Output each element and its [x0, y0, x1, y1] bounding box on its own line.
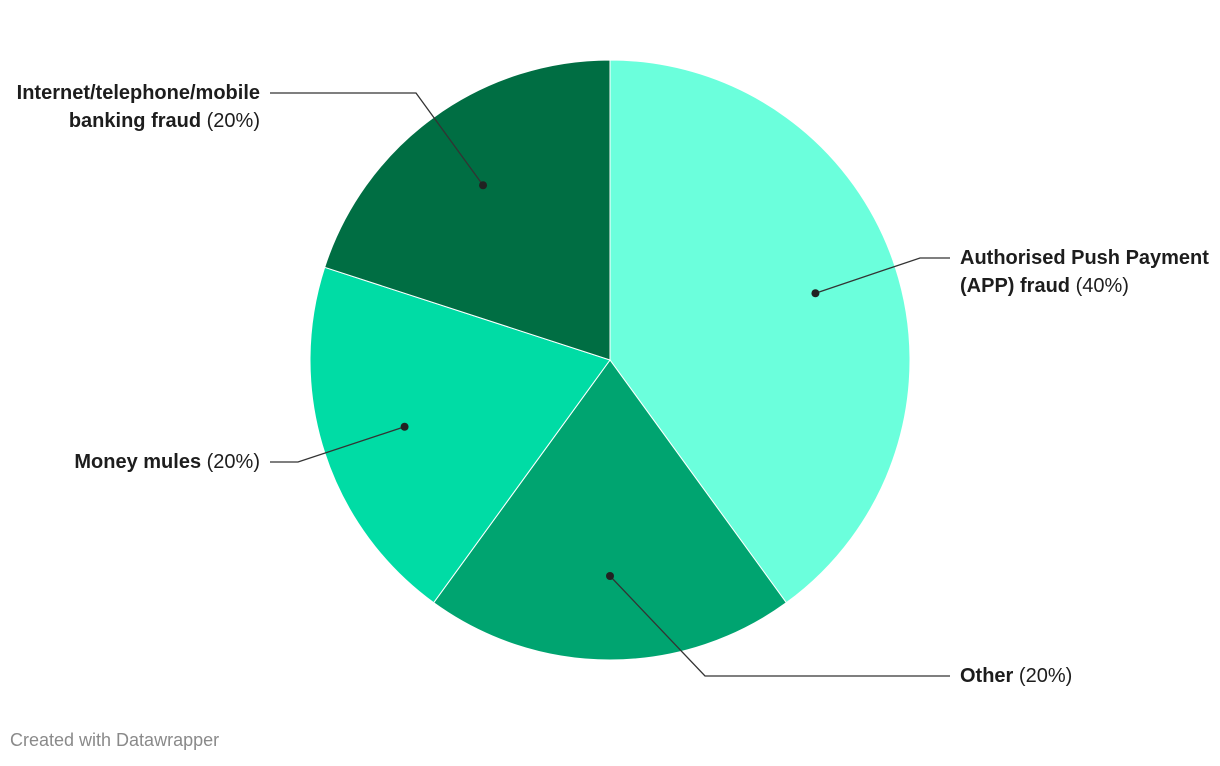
value-label: (20%) — [206, 451, 260, 473]
category-label: Other — [960, 665, 1014, 687]
category-label: Authorised Push Payment (APP) fraud — [960, 247, 1209, 297]
leader-dot — [400, 422, 409, 431]
leader-line — [609, 575, 950, 677]
leader-dot — [606, 572, 614, 580]
slice-label: Money mules (20%) — [10, 448, 260, 476]
category-label: Internet/telephone/mobile banking fraud — [16, 82, 260, 132]
value-label: (20%) — [1018, 665, 1073, 687]
leader-dot — [811, 289, 820, 298]
leader-line — [815, 257, 950, 294]
slice-label: Other (20%) — [960, 662, 1210, 690]
credit: Created with Datawrapper — [10, 730, 220, 750]
slice-label: Authorised Push Payment (APP) fraud (40%… — [960, 244, 1210, 300]
leader-line — [270, 426, 405, 463]
value-label: (40%) — [1075, 275, 1129, 297]
slice-label: Internet/telephone/mobile banking fraud … — [12, 79, 260, 135]
leader-line — [270, 92, 484, 186]
value-label: (20%) — [206, 110, 260, 132]
pie-slice — [609, 59, 911, 604]
category-label: Money mules — [74, 451, 202, 473]
pie-slice — [432, 359, 788, 661]
leader-dot — [479, 181, 488, 190]
